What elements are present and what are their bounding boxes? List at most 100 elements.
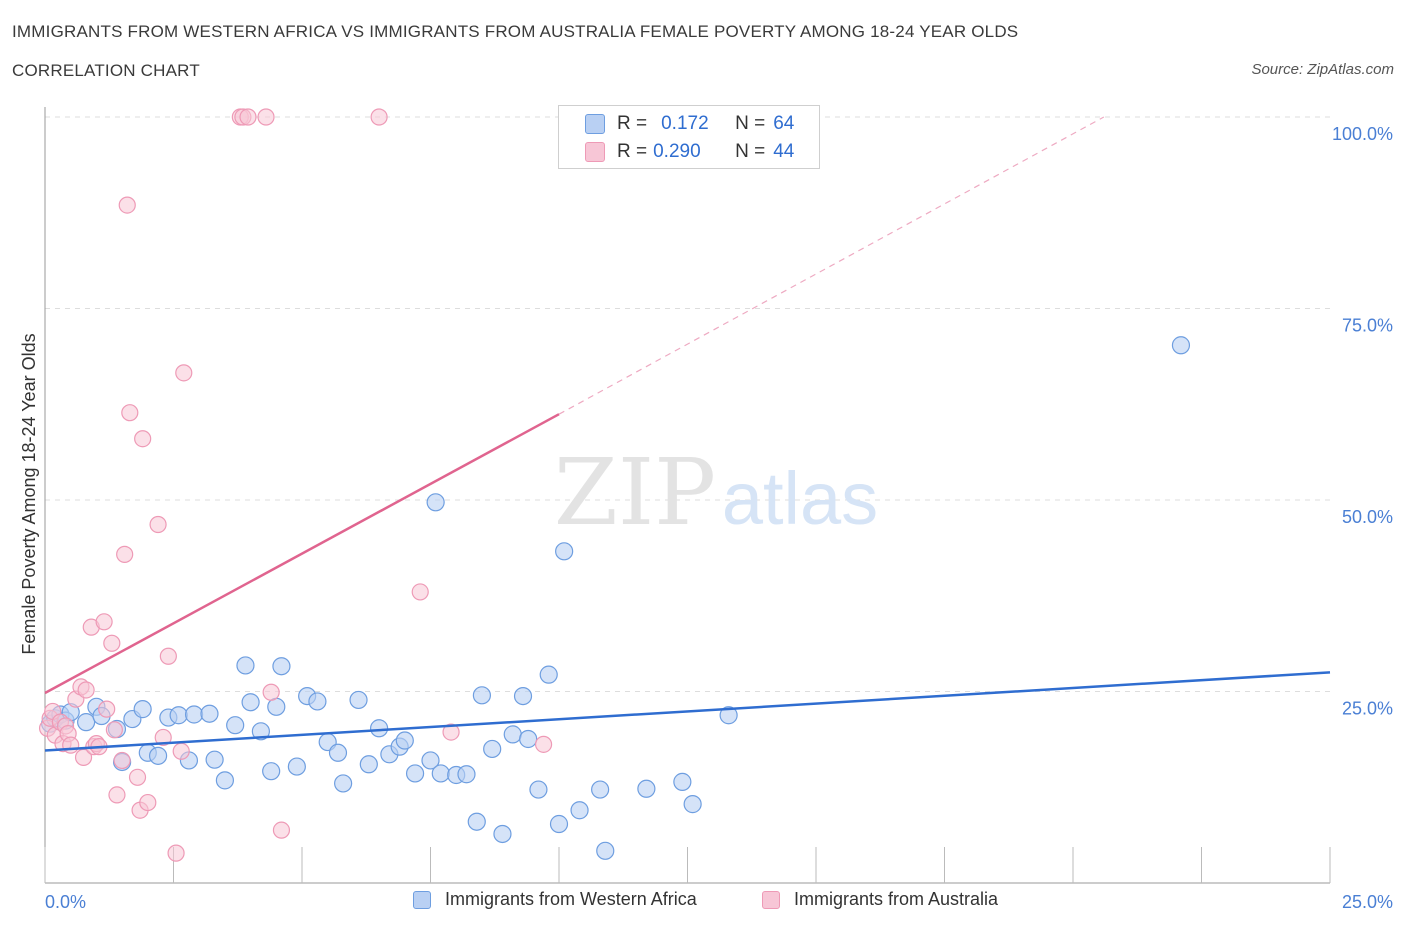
data-point-western-africa [251,722,270,741]
data-point-australia [62,736,80,754]
data-point-western-africa [426,493,445,512]
data-point-western-africa [359,755,378,774]
data-point-western-africa [370,719,389,738]
data-point-western-africa [226,716,245,735]
data-point-western-africa [236,656,255,675]
data-point-western-africa [267,697,286,716]
data-point-western-africa [519,729,538,749]
data-point-western-africa [457,765,476,784]
data-point-australia [98,700,116,718]
data-point-australia [134,430,152,448]
legend-item-australia[interactable]: Immigrants from Australia [762,889,998,910]
data-point-western-africa [334,774,353,793]
trend-line-western-africa [44,671,1331,752]
data-point-australia [172,742,190,760]
watermark: ZIP atlas [554,439,878,546]
data-point-western-africa [241,693,260,712]
data-point-western-africa [421,751,440,770]
data-point-western-africa [77,713,96,732]
stats-legend: R = 0.172 N = 64 R = 0.290 N = 44 [558,105,820,169]
data-point-australia [167,844,185,862]
n-label: N = [735,141,766,162]
data-point-australia [105,721,123,739]
axes [44,107,1331,884]
data-point-australia [411,583,429,601]
y-tick-label: 100.0% [1332,124,1393,144]
data-point-western-africa [205,750,224,769]
source-label: Source: ZipAtlas.com [1251,61,1394,78]
data-point-australia [272,821,291,839]
watermark-atlas: atlas [722,457,878,540]
data-point-western-africa [539,665,558,684]
data-point-australia [121,404,139,422]
data-point-western-africa [308,692,327,711]
data-point-western-africa [215,771,234,790]
legend-swatch-western-africa [413,890,431,909]
data-point-western-africa [570,801,589,820]
data-point-western-africa [719,706,738,725]
data-point-australia [262,683,280,701]
data-point-australia [239,108,257,126]
data-point-western-africa [493,824,512,844]
data-point-western-africa [503,725,522,744]
trend-line-australia-extension [558,116,1105,415]
grid-lines [45,116,1330,692]
chart-subtitle: CORRELATION CHART [12,61,200,80]
r-value: 0.172 [661,113,709,134]
data-point-western-africa [472,686,491,705]
data-point-western-africa [1171,336,1191,355]
series-western-africa-points [41,336,1191,860]
legend-item-western-africa[interactable]: Immigrants from Western Africa [413,889,697,910]
data-point-western-africa [431,764,450,783]
y-axis-label: Female Poverty Among 18-24 Year Olds [19,333,39,654]
data-point-australia [116,545,134,563]
data-point-australia [103,634,121,652]
data-point-australia [108,786,126,804]
n-value: 64 [773,113,795,134]
data-point-western-africa [549,814,569,834]
data-point-western-africa [200,704,219,723]
data-point-western-africa [555,542,574,561]
trend-line-australia [44,413,560,695]
stats-swatch-western-africa [585,114,605,134]
legend-swatch-australia [762,890,780,909]
stats-swatch-australia [585,142,605,162]
tick-labels: 25.0% 50.0% 75.0% 100.0% 0.0% 25.0% [45,124,1393,912]
series-australia-points [38,108,553,862]
data-point-australia [370,108,388,126]
data-point-australia [149,515,167,534]
r-value: 0.290 [653,141,701,162]
data-point-western-africa [395,731,414,750]
data-point-australia [159,647,177,665]
data-point-western-africa [262,762,281,781]
data-point-western-africa [349,690,368,710]
data-point-western-africa [673,772,692,791]
data-point-australia [95,613,113,631]
stats-row-australia: R = 0.290 N = 44 [559,138,794,166]
x-tick-label: 25.0% [1342,892,1393,912]
watermark-zip: ZIP [554,439,716,546]
data-point-australia [139,793,157,812]
legend-label-western-africa: Immigrants from Western Africa [445,889,697,909]
n-value: 44 [773,141,795,162]
bottom-legend: Immigrants from Western Africa Immigrant… [0,889,1406,917]
data-point-western-africa [184,705,204,724]
y-tick-label: 75.0% [1342,316,1393,336]
data-point-western-africa [591,780,610,799]
data-point-australia [534,735,553,753]
data-point-australia [154,728,172,747]
data-point-australia [118,196,136,214]
y-tick-label: 50.0% [1342,507,1393,527]
n-label: N = [735,113,766,134]
data-point-western-africa [148,746,168,765]
data-point-australia [77,681,95,699]
data-point-australia [175,364,193,382]
data-point-australia [113,751,131,770]
chart-title: IMMIGRANTS FROM WESTERN AFRICA VS IMMIGR… [12,22,1019,41]
y-tick-label: 25.0% [1342,699,1393,719]
data-point-australia [128,768,147,786]
data-point-western-africa [328,743,348,762]
data-point-western-africa [483,739,502,759]
stats-row-western-africa: R = 0.172 N = 64 [559,110,794,138]
